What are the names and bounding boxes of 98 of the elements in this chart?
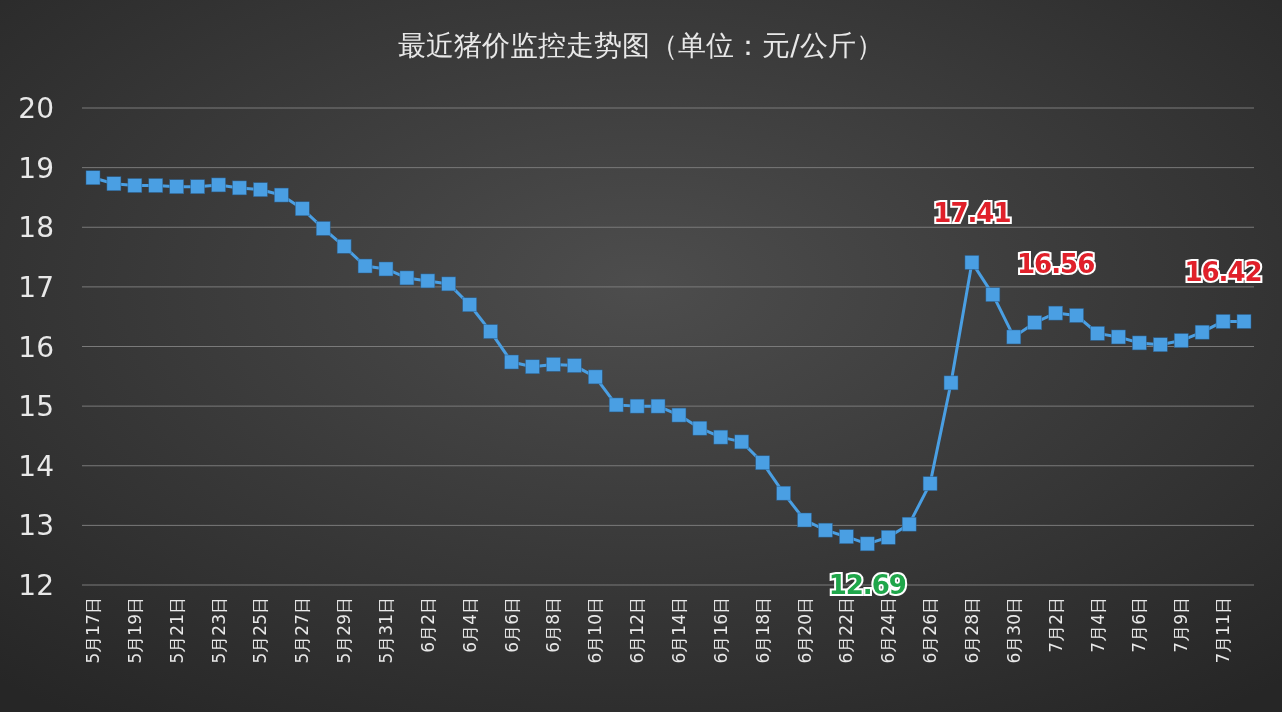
point <box>818 522 833 538</box>
point <box>357 258 373 274</box>
x-tick-label: 7月11日 <box>1213 597 1234 664</box>
x-tick-label: 6月30日 <box>1003 597 1024 664</box>
x-tick-label: 5月27日 <box>292 597 313 664</box>
x-tick-label: 6月12日 <box>627 597 648 664</box>
point <box>1069 308 1084 323</box>
data-label: 16.42 <box>1184 257 1262 288</box>
point <box>274 187 289 203</box>
point <box>378 261 394 277</box>
y-tick-label: 16 <box>18 330 54 364</box>
x-tick-label: 6月26日 <box>920 597 941 664</box>
point <box>295 201 310 217</box>
chart-title: 最近猪价监控走势图（单位：元/公斤） <box>398 29 884 62</box>
point <box>504 354 519 370</box>
point <box>127 178 143 193</box>
x-tick-label: 7月2日 <box>1045 597 1066 653</box>
point <box>1027 315 1042 330</box>
x-tick-label: 6月18日 <box>752 597 773 664</box>
x-tick-label: 6月20日 <box>794 597 815 664</box>
point <box>671 407 687 423</box>
point <box>106 176 122 191</box>
y-tick-label: 18 <box>18 211 54 245</box>
y-tick-label: 19 <box>18 151 54 185</box>
x-tick-label: 7月4日 <box>1087 597 1108 653</box>
x-tick-label: 5月25日 <box>250 597 271 664</box>
point <box>483 324 498 339</box>
point <box>943 375 959 391</box>
x-tick-label: 5月17日 <box>83 597 103 664</box>
point <box>880 530 896 545</box>
point <box>1236 314 1252 329</box>
point <box>964 255 980 270</box>
point <box>399 270 415 286</box>
point <box>1006 329 1022 345</box>
point <box>734 434 749 450</box>
y-tick-label: 14 <box>18 449 54 483</box>
point <box>315 221 331 236</box>
point <box>232 180 247 196</box>
point <box>985 287 1001 302</box>
point <box>1090 326 1105 341</box>
point <box>860 536 875 552</box>
point <box>650 398 666 414</box>
point <box>441 276 457 292</box>
point <box>692 420 708 436</box>
point <box>211 177 226 193</box>
y-tick-label: 15 <box>18 390 54 424</box>
point <box>1111 329 1126 345</box>
x-tick-label: 7月9日 <box>1171 597 1192 653</box>
x-tick-label: 5月29日 <box>334 597 355 664</box>
x-tick-label: 5月19日 <box>124 597 145 664</box>
point <box>525 359 540 375</box>
x-tick-label: 6月6日 <box>501 597 522 653</box>
point <box>1048 305 1063 321</box>
point <box>608 397 624 413</box>
point <box>588 369 603 385</box>
point <box>462 297 477 313</box>
point <box>1153 337 1168 352</box>
x-tick-label: 6月28日 <box>961 597 982 664</box>
x-tick-label: 6月8日 <box>543 597 564 653</box>
point <box>797 512 812 528</box>
x-tick-label: 6月16日 <box>710 597 731 664</box>
point <box>1173 333 1189 348</box>
point <box>1194 324 1210 340</box>
point <box>1215 314 1231 329</box>
point <box>85 170 101 186</box>
y-tick-label: 17 <box>18 270 54 304</box>
y-tick-label: 20 <box>18 92 54 125</box>
point <box>253 182 268 197</box>
point <box>169 179 184 194</box>
point <box>629 398 645 414</box>
point <box>901 516 917 532</box>
point <box>420 273 436 289</box>
x-tick-label: 7月6日 <box>1129 597 1150 653</box>
data-label: 17.41 <box>933 198 1011 229</box>
x-tick-label: 6月2日 <box>417 597 438 653</box>
point <box>1132 335 1147 351</box>
point <box>713 429 729 445</box>
point <box>567 358 582 373</box>
point <box>839 529 854 544</box>
y-tick-label: 13 <box>18 509 54 543</box>
y-tick-label: 12 <box>18 569 54 602</box>
x-tick-label: 6月10日 <box>585 597 606 664</box>
x-tick-label: 6月24日 <box>878 597 899 664</box>
point <box>922 476 938 491</box>
point <box>190 179 205 194</box>
x-tick-label: 5月31日 <box>375 597 396 664</box>
data-label: 16.56 <box>1017 249 1095 280</box>
x-tick-label: 6月4日 <box>459 597 480 653</box>
data-label: 12.69 <box>828 569 906 600</box>
x-tick-label: 5月23日 <box>208 597 229 664</box>
point <box>546 357 561 372</box>
x-tick-label: 6月14日 <box>668 597 689 664</box>
point <box>755 455 770 471</box>
point <box>148 178 164 193</box>
x-tick-label: 5月21日 <box>166 597 187 664</box>
point <box>776 485 791 501</box>
x-tick-label: 6月22日 <box>836 597 857 664</box>
point <box>336 239 352 254</box>
